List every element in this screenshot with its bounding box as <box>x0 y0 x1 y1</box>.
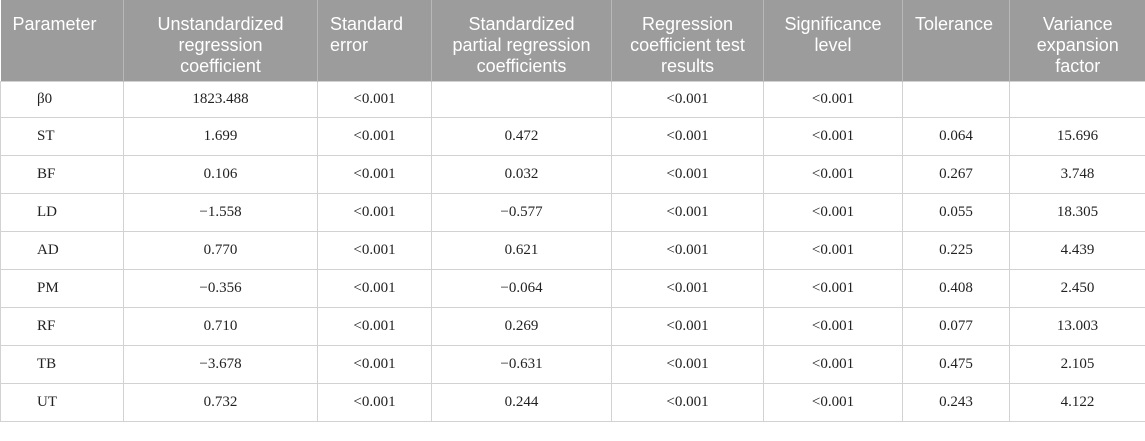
cell-vif: 4.122 <box>1009 382 1145 422</box>
cell-tolerance: 0.408 <box>902 268 1010 308</box>
cell-standard-error: <0.001 <box>317 306 432 346</box>
cell-tolerance <box>902 80 1010 118</box>
cell-parameter: BF <box>0 154 124 194</box>
cell-standardized-coefficient: −0.577 <box>431 192 612 232</box>
cell-standard-error: <0.001 <box>317 268 432 308</box>
table-row: LD −1.558 <0.001 −0.577 <0.001 <0.001 0.055 18.… <box>0 192 1145 232</box>
cell-standardized-coefficient <box>431 80 612 118</box>
header-cell-parameter: Parameter <box>0 0 124 81</box>
cell-unstandardized-coefficient: 0.770 <box>123 230 318 270</box>
cell-unstandardized-coefficient: 0.732 <box>123 382 318 422</box>
cell-vif: 4.439 <box>1009 230 1145 270</box>
cell-significance: <0.001 <box>763 306 903 346</box>
table-body: β0 1823.488 <0.001 <0.001 <0.001 ST 1.699 <0.00… <box>0 80 1145 422</box>
cell-unstandardized-coefficient: −1.558 <box>123 192 318 232</box>
cell-tolerance: 0.243 <box>902 382 1010 422</box>
cell-tolerance: 0.267 <box>902 154 1010 194</box>
header-cell-tolerance: Tolerance <box>902 0 1010 81</box>
cell-standard-error: <0.001 <box>317 154 432 194</box>
cell-standardized-coefficient: 0.269 <box>431 306 612 346</box>
cell-significance: <0.001 <box>763 344 903 384</box>
cell-unstandardized-coefficient: −0.356 <box>123 268 318 308</box>
cell-vif: 18.305 <box>1009 192 1145 232</box>
cell-test-result: <0.001 <box>611 154 764 194</box>
cell-significance: <0.001 <box>763 116 903 156</box>
header-cell-test-results: Regression coefficient test results <box>611 0 764 81</box>
table-row: RF 0.710 <0.001 0.269 <0.001 <0.001 0.077 13.00… <box>0 306 1145 346</box>
cell-standard-error: <0.001 <box>317 230 432 270</box>
cell-standard-error: <0.001 <box>317 344 432 384</box>
table-row: AD 0.770 <0.001 0.621 <0.001 <0.001 0.225 4.439 <box>0 230 1145 270</box>
cell-standardized-coefficient: −0.631 <box>431 344 612 384</box>
cell-tolerance: 0.064 <box>902 116 1010 156</box>
cell-standard-error: <0.001 <box>317 382 432 422</box>
cell-parameter: RF <box>0 306 124 346</box>
table-row: PM −0.356 <0.001 −0.064 <0.001 <0.001 0.408 2.4… <box>0 268 1145 308</box>
cell-significance: <0.001 <box>763 230 903 270</box>
cell-standardized-coefficient: −0.064 <box>431 268 612 308</box>
cell-standardized-coefficient: 0.621 <box>431 230 612 270</box>
cell-standardized-coefficient: 0.032 <box>431 154 612 194</box>
cell-tolerance: 0.475 <box>902 344 1010 384</box>
cell-significance: <0.001 <box>763 382 903 422</box>
cell-tolerance: 0.077 <box>902 306 1010 346</box>
cell-significance: <0.001 <box>763 268 903 308</box>
header-cell-standardized-coefficients: Standardized partial regression coeffici… <box>431 0 612 81</box>
table-row: β0 1823.488 <0.001 <0.001 <0.001 <box>0 80 1145 118</box>
cell-test-result: <0.001 <box>611 230 764 270</box>
cell-standard-error: <0.001 <box>317 80 432 118</box>
cell-standardized-coefficient: 0.472 <box>431 116 612 156</box>
cell-standard-error: <0.001 <box>317 116 432 156</box>
cell-vif <box>1009 80 1145 118</box>
cell-vif: 2.450 <box>1009 268 1145 308</box>
table-row: TB −3.678 <0.001 −0.631 <0.001 <0.001 0.475 2.1… <box>0 344 1145 384</box>
cell-vif: 3.748 <box>1009 154 1145 194</box>
table-row: ST 1.699 <0.001 0.472 <0.001 <0.001 0.064 15.69… <box>0 116 1145 156</box>
cell-standard-error: <0.001 <box>317 192 432 232</box>
cell-parameter: PM <box>0 268 124 308</box>
cell-tolerance: 0.225 <box>902 230 1010 270</box>
cell-tolerance: 0.055 <box>902 192 1010 232</box>
cell-significance: <0.001 <box>763 154 903 194</box>
cell-parameter: ST <box>0 116 124 156</box>
cell-unstandardized-coefficient: 1823.488 <box>123 80 318 118</box>
cell-test-result: <0.001 <box>611 306 764 346</box>
cell-unstandardized-coefficient: 0.710 <box>123 306 318 346</box>
cell-parameter: β0 <box>0 80 124 118</box>
cell-parameter: AD <box>0 230 124 270</box>
cell-test-result: <0.001 <box>611 116 764 156</box>
regression-table: Parameter Unstandardized regression coef… <box>0 0 1145 422</box>
table-row: BF 0.106 <0.001 0.032 <0.001 <0.001 0.267 3.748 <box>0 154 1145 194</box>
header-cell-vif: Variance expansion factor <box>1009 0 1145 81</box>
header-row: Parameter Unstandardized regression coef… <box>0 0 1145 81</box>
cell-parameter: TB <box>0 344 124 384</box>
cell-unstandardized-coefficient: 1.699 <box>123 116 318 156</box>
cell-test-result: <0.001 <box>611 382 764 422</box>
cell-test-result: <0.001 <box>611 344 764 384</box>
cell-parameter: UT <box>0 382 124 422</box>
cell-unstandardized-coefficient: 0.106 <box>123 154 318 194</box>
cell-test-result: <0.001 <box>611 80 764 118</box>
cell-unstandardized-coefficient: −3.678 <box>123 344 318 384</box>
table-row: UT 0.732 <0.001 0.244 <0.001 <0.001 0.243 4.122 <box>0 382 1145 422</box>
cell-significance: <0.001 <box>763 192 903 232</box>
cell-standardized-coefficient: 0.244 <box>431 382 612 422</box>
cell-significance: <0.001 <box>763 80 903 118</box>
header-cell-standard-error: Standard error <box>317 0 432 81</box>
cell-vif: 13.003 <box>1009 306 1145 346</box>
cell-vif: 2.105 <box>1009 344 1145 384</box>
table-header: Parameter Unstandardized regression coef… <box>0 0 1145 81</box>
cell-test-result: <0.001 <box>611 192 764 232</box>
header-cell-unstandardized-coefficient: Unstandardized regression coefficient <box>123 0 318 81</box>
cell-test-result: <0.001 <box>611 268 764 308</box>
cell-parameter: LD <box>0 192 124 232</box>
cell-vif: 15.696 <box>1009 116 1145 156</box>
header-cell-significance: Significance level <box>763 0 903 81</box>
